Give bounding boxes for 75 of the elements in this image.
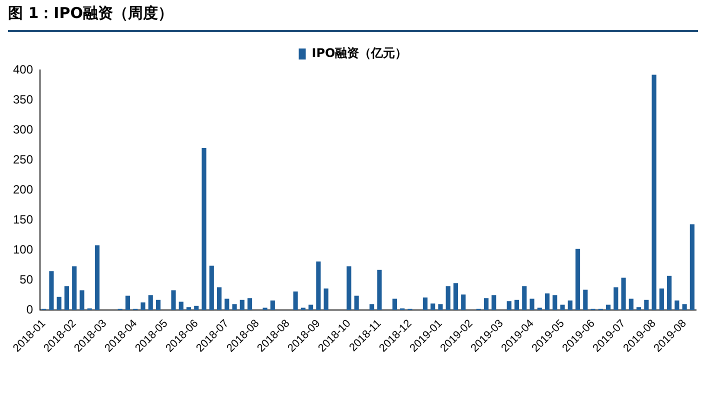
y-tick-label: 150 (12, 212, 34, 226)
bar (575, 248, 580, 310)
bar (568, 300, 572, 310)
bar (94, 245, 100, 310)
bar (621, 278, 626, 310)
bar (674, 300, 680, 310)
y-tick-label: 250 (12, 152, 34, 166)
bar (422, 298, 428, 310)
y-tick-label: 400 (12, 62, 34, 76)
bar (186, 307, 192, 310)
bar (506, 301, 512, 310)
bar (392, 298, 397, 310)
bar (140, 302, 146, 310)
bar (377, 270, 382, 310)
bar (224, 298, 230, 310)
bar (438, 304, 443, 310)
bar (270, 300, 275, 310)
y-tick-label: 0 (26, 302, 34, 316)
bar (354, 296, 359, 310)
bar (148, 295, 153, 310)
bar (690, 224, 694, 310)
bar (240, 300, 244, 310)
bar (346, 266, 352, 310)
chart-title: 图 1：IPO融资（周度） (8, 4, 173, 23)
y-tick-label: 50 (20, 272, 34, 286)
bar (64, 286, 70, 310)
bar (430, 304, 436, 310)
bar (178, 302, 184, 310)
bar (659, 288, 664, 310)
bar (453, 283, 458, 310)
bar (300, 308, 306, 310)
bar (522, 286, 527, 310)
bar (316, 261, 321, 310)
bar (628, 298, 634, 310)
bar (544, 293, 550, 310)
legend-label: IPO融资（亿元） (312, 46, 408, 60)
y-tick-label: 200 (12, 182, 34, 196)
bar (446, 286, 450, 310)
bar (614, 287, 618, 310)
bar (72, 266, 77, 310)
bar (461, 294, 466, 310)
bar (552, 295, 558, 310)
bar (492, 295, 496, 310)
bar (262, 308, 268, 310)
bar (171, 290, 176, 310)
bar (216, 287, 222, 310)
bar (56, 296, 62, 310)
bar (232, 304, 237, 310)
bar (514, 300, 520, 310)
bar (247, 298, 252, 310)
bar (560, 304, 565, 310)
y-tick-label: 100 (12, 242, 34, 256)
bar (194, 306, 199, 310)
bar (484, 298, 489, 310)
bar (583, 290, 588, 310)
bar (156, 300, 161, 310)
bar (308, 304, 314, 310)
bar (80, 290, 84, 310)
bar (606, 304, 611, 310)
bar (49, 271, 54, 310)
bar (324, 288, 328, 310)
bar (537, 308, 542, 310)
y-tick-label: 350 (12, 92, 34, 106)
bar (667, 276, 672, 310)
bar (370, 304, 374, 310)
bar (293, 292, 298, 310)
bar (682, 304, 687, 310)
y-tick-label: 300 (12, 122, 34, 136)
bar (202, 148, 206, 310)
bar (530, 298, 534, 310)
bar (636, 307, 642, 310)
bar (652, 74, 656, 310)
bar (209, 266, 214, 310)
bar (644, 300, 649, 310)
bar (125, 296, 130, 310)
